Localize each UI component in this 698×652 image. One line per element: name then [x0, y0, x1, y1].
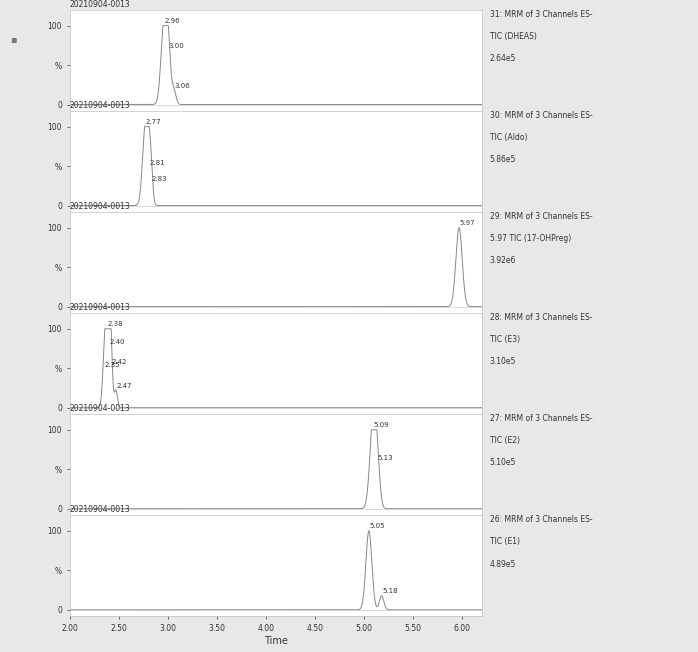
Text: 3.06: 3.06: [174, 83, 190, 89]
Text: 3.10e5: 3.10e5: [490, 357, 517, 366]
Text: ▪: ▪: [10, 35, 17, 44]
Text: 27: MRM of 3 Channels ES-: 27: MRM of 3 Channels ES-: [490, 414, 593, 423]
Text: 2.81: 2.81: [149, 160, 165, 166]
Text: 20210904-0013: 20210904-0013: [70, 0, 131, 8]
Text: TIC (E3): TIC (E3): [490, 335, 520, 344]
Text: TIC (E2): TIC (E2): [490, 436, 520, 445]
Text: 20210904-0013: 20210904-0013: [70, 505, 131, 514]
Text: 20210904-0013: 20210904-0013: [70, 202, 131, 211]
Text: 30: MRM of 3 Channels ES-: 30: MRM of 3 Channels ES-: [490, 111, 593, 120]
Text: 3.00: 3.00: [168, 43, 184, 50]
Text: 2.83: 2.83: [151, 176, 168, 182]
Text: TIC (DHEAS): TIC (DHEAS): [490, 32, 537, 41]
Text: 5.18: 5.18: [382, 588, 398, 594]
Text: 2.38: 2.38: [107, 321, 123, 327]
Text: 2.47: 2.47: [117, 383, 132, 389]
Text: 5.86e5: 5.86e5: [490, 155, 517, 164]
Text: 5.97: 5.97: [459, 220, 475, 226]
Text: 2.40: 2.40: [110, 338, 125, 344]
Text: 5.97 TIC (17-OHPreg): 5.97 TIC (17-OHPreg): [490, 234, 571, 243]
Text: 5.10e5: 5.10e5: [490, 458, 517, 467]
Text: 20210904-0013: 20210904-0013: [70, 404, 131, 413]
Text: TIC (E1): TIC (E1): [490, 537, 520, 546]
Text: TIC (Aldo): TIC (Aldo): [490, 133, 528, 142]
Text: 20210904-0013: 20210904-0013: [70, 303, 131, 312]
Text: 4.89e5: 4.89e5: [490, 559, 517, 569]
Text: 2.42: 2.42: [112, 359, 127, 365]
Text: 5.05: 5.05: [369, 524, 385, 529]
X-axis label: Time: Time: [264, 636, 288, 645]
Text: 5.09: 5.09: [373, 422, 389, 428]
Text: 28: MRM of 3 Channels ES-: 28: MRM of 3 Channels ES-: [490, 313, 593, 322]
Text: 2.96: 2.96: [165, 18, 180, 24]
Text: 2.35: 2.35: [105, 363, 120, 368]
Text: 5.13: 5.13: [377, 455, 393, 462]
Text: 2.64e5: 2.64e5: [490, 54, 517, 63]
Text: 31: MRM of 3 Channels ES-: 31: MRM of 3 Channels ES-: [490, 10, 593, 19]
Text: 2.77: 2.77: [146, 119, 161, 125]
Text: 29: MRM of 3 Channels ES-: 29: MRM of 3 Channels ES-: [490, 212, 593, 221]
Text: 26: MRM of 3 Channels ES-: 26: MRM of 3 Channels ES-: [490, 515, 593, 524]
Text: 20210904-0013: 20210904-0013: [70, 101, 131, 110]
Text: 3.92e6: 3.92e6: [490, 256, 517, 265]
